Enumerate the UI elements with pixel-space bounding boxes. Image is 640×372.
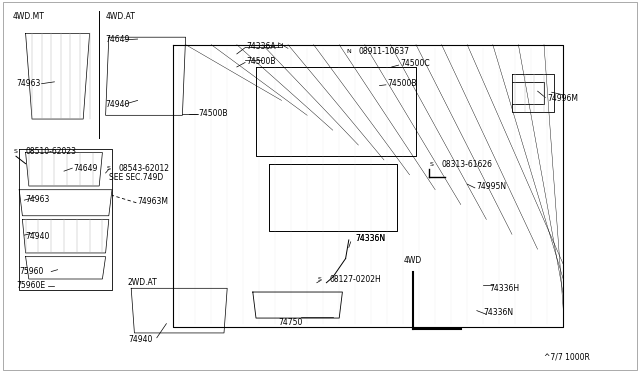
Text: 08313-61626: 08313-61626 <box>442 160 493 169</box>
Text: 74750: 74750 <box>278 318 303 327</box>
Text: 75960: 75960 <box>19 267 44 276</box>
Text: 74500B: 74500B <box>246 57 276 66</box>
Polygon shape <box>19 190 112 216</box>
Text: 74336A: 74336A <box>246 42 276 51</box>
Text: 74336N: 74336N <box>355 234 385 243</box>
Text: 08543-62012: 08543-62012 <box>118 164 170 173</box>
Text: 74963M: 74963M <box>138 197 168 206</box>
Text: 08911-10637: 08911-10637 <box>358 47 410 56</box>
Bar <box>122 277 234 342</box>
Polygon shape <box>512 74 554 112</box>
Text: S: S <box>107 166 111 171</box>
Text: 74963: 74963 <box>16 79 40 88</box>
Bar <box>397 255 538 342</box>
Text: S: S <box>430 162 434 167</box>
Text: 74649: 74649 <box>106 35 130 44</box>
Text: 74963: 74963 <box>26 195 50 203</box>
Text: 74940: 74940 <box>128 335 152 344</box>
Ellipse shape <box>131 36 157 42</box>
Text: 74649: 74649 <box>74 164 98 173</box>
Text: 74336N: 74336N <box>355 234 385 243</box>
Text: 4WD.MT: 4WD.MT <box>13 12 45 21</box>
Polygon shape <box>253 292 342 318</box>
Text: 08127-0202H: 08127-0202H <box>330 275 381 284</box>
Text: 74500C: 74500C <box>400 60 429 68</box>
Text: 74940: 74940 <box>106 100 130 109</box>
Text: 2WD.AT: 2WD.AT <box>128 278 157 287</box>
Text: ^7/7 1000R: ^7/7 1000R <box>544 353 590 362</box>
Polygon shape <box>26 257 106 279</box>
Text: S: S <box>318 277 322 282</box>
Text: SEE SEC.749D: SEE SEC.749D <box>109 173 163 182</box>
Text: 08510-62023: 08510-62023 <box>26 147 77 156</box>
Polygon shape <box>131 288 227 333</box>
Polygon shape <box>26 153 102 186</box>
Polygon shape <box>106 37 186 115</box>
Text: 74996M: 74996M <box>547 94 578 103</box>
Ellipse shape <box>475 278 498 287</box>
Text: 4WD: 4WD <box>403 256 422 265</box>
Text: 74940: 74940 <box>26 232 50 241</box>
Text: 75960E: 75960E <box>16 281 45 290</box>
Text: 74336H: 74336H <box>490 284 520 293</box>
Text: 74336N: 74336N <box>483 308 513 317</box>
Polygon shape <box>19 149 112 290</box>
Text: 4WD.AT: 4WD.AT <box>106 12 136 21</box>
Text: 74500B: 74500B <box>198 109 228 118</box>
Text: N: N <box>346 49 351 54</box>
Polygon shape <box>22 219 109 253</box>
Text: S: S <box>14 149 18 154</box>
Ellipse shape <box>454 327 467 332</box>
Text: 74995N: 74995N <box>477 182 507 191</box>
Bar <box>6 11 192 138</box>
Text: 74500B: 74500B <box>387 79 417 88</box>
Polygon shape <box>26 33 90 119</box>
